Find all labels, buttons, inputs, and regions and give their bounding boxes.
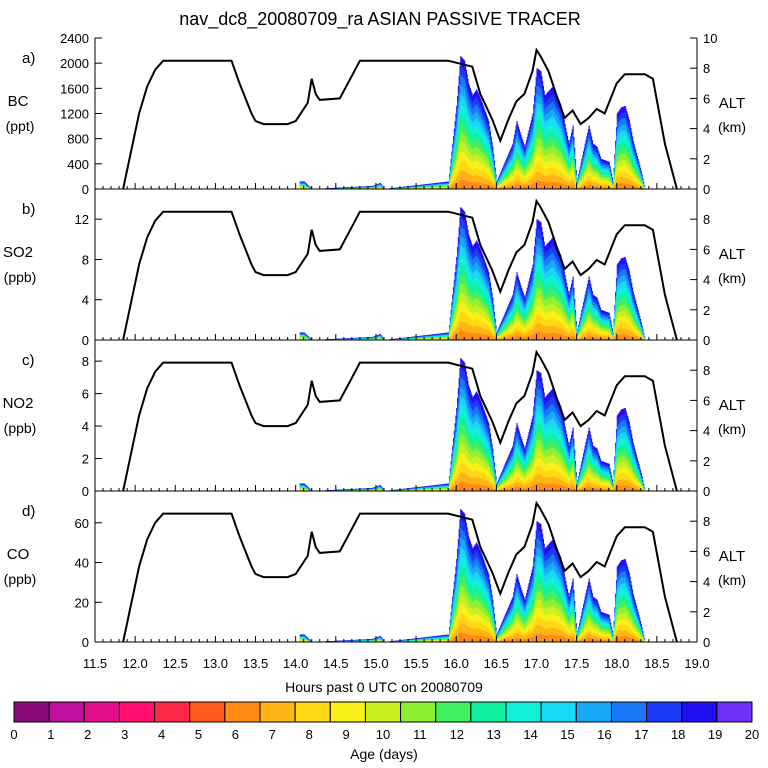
tracer-bar — [575, 163, 576, 165]
tracer-bar — [306, 184, 307, 185]
tracer-bar — [304, 181, 305, 182]
tracer-bar — [573, 137, 574, 141]
tracer-bar — [567, 136, 568, 140]
tracer-bar — [495, 168, 496, 170]
tracer-bar — [307, 184, 308, 185]
tracer-bar — [576, 170, 577, 172]
tracer-bar — [492, 150, 493, 153]
tracer-bar — [492, 142, 493, 146]
tracer-bar — [600, 156, 601, 159]
tracer-bar — [566, 132, 567, 136]
tracer-bar — [494, 163, 495, 165]
tracer-bar — [592, 140, 593, 144]
tracer-bar — [491, 136, 492, 140]
tracer-bar — [381, 184, 382, 185]
tracer-bar — [573, 140, 574, 144]
tracer-bar — [494, 161, 495, 163]
tracer-bar — [380, 183, 381, 184]
tracer-bar — [382, 185, 383, 186]
tracer-bar — [496, 175, 497, 176]
tracer-bar — [575, 166, 576, 168]
tracer-bar — [575, 159, 576, 161]
tracer-bar — [599, 154, 600, 157]
tracer-bar — [494, 165, 495, 167]
tracer-bar — [574, 154, 575, 157]
tracer-bar — [493, 156, 494, 159]
tracer-bar — [573, 130, 574, 135]
chart-title: nav_dc8_20080709_ra ASIAN PASSIVE TRACER — [179, 9, 581, 30]
panel-bc: 040080012001600200024000246810a)BC(ppt)A… — [6, 31, 746, 197]
tracer-bar — [305, 182, 306, 183]
tracer-bar — [308, 185, 309, 186]
tracer-bar — [573, 126, 574, 131]
tracer-bar — [492, 147, 493, 150]
tracer-bar — [489, 126, 490, 131]
tracer-bar — [574, 151, 575, 154]
tracer-bar — [575, 161, 576, 163]
tracer-bar — [309, 186, 310, 187]
tracer-bar — [574, 148, 575, 151]
tracer-bar — [490, 131, 491, 135]
tracer-bar — [493, 154, 494, 157]
tracer-bar — [591, 136, 592, 140]
tracer-bar — [568, 140, 569, 144]
tracer-bar — [573, 144, 574, 148]
tracer-bar — [305, 183, 306, 184]
tracer-bar — [488, 121, 489, 126]
tracer-bar — [575, 168, 576, 170]
